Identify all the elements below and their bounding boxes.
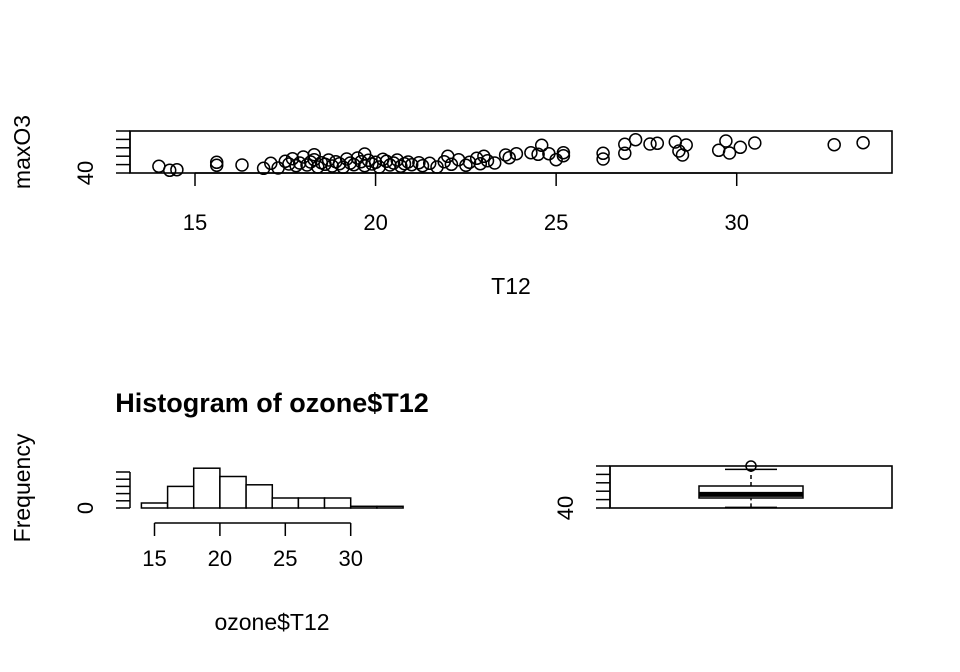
histogram-bar	[192, 467, 221, 509]
scatter-point	[444, 157, 459, 172]
histogram-x-tick-label: 20	[208, 546, 232, 571]
histogram-bar	[219, 475, 247, 509]
histogram-bar	[166, 485, 195, 509]
scatter-point	[643, 137, 657, 151]
scatter-point	[415, 158, 430, 173]
scatter-point	[733, 140, 748, 155]
scatter-x-tick-label: 30	[724, 210, 748, 235]
histogram-bar	[297, 497, 326, 509]
scatter-point	[856, 135, 870, 150]
histogram-bar	[140, 502, 169, 509]
scatter-point	[289, 158, 303, 173]
scatter-point	[162, 163, 177, 178]
scatter-x-axis: 15 20 25 30	[183, 172, 749, 235]
scatter-point	[264, 156, 278, 171]
histogram-bars	[140, 467, 404, 509]
boxplot: 40	[553, 460, 893, 520]
scatter-point	[650, 136, 665, 151]
boxplot-y-axis: 40	[553, 465, 611, 520]
histogram-x-tick-label: 25	[273, 546, 297, 571]
scatter-point	[498, 148, 513, 162]
scatter-point	[386, 156, 401, 170]
scatter-point	[209, 158, 224, 173]
histogram-bar	[376, 505, 404, 509]
scatter-point	[307, 147, 321, 162]
scatter-point	[719, 134, 733, 148]
scatter-y-tick-label: 40	[73, 161, 98, 185]
scatter-point	[235, 158, 249, 172]
scatter-point	[303, 155, 318, 169]
histogram-y-axis-title: Frequency	[9, 433, 35, 542]
scatter-point	[596, 152, 610, 166]
histogram-x-tick-label: 30	[338, 546, 362, 571]
scatter-y-axis-title: maxO3	[9, 115, 35, 189]
scatter-y-axis: 40	[73, 130, 131, 185]
scatter-point	[325, 159, 339, 173]
histogram-y-axis: 0	[73, 471, 131, 514]
scatter-point	[459, 158, 473, 173]
scatter-point	[556, 145, 571, 160]
histogram-x-axis: 15 20 25 30	[142, 522, 363, 571]
scatter-point	[170, 162, 184, 177]
boxplot-outlier	[745, 460, 757, 472]
scatter-point	[256, 161, 271, 176]
scatter-point	[531, 147, 545, 162]
scatter-point	[379, 154, 394, 169]
histogram-x-axis-title: ozone$T12	[214, 609, 329, 635]
scatter-point	[209, 155, 224, 170]
histogram-bar	[349, 505, 378, 509]
scatter-point	[477, 149, 491, 164]
scatter-point	[827, 137, 841, 152]
scatter-plot: 15 20 25 30 40 T12 maxO3	[9, 115, 893, 299]
scatter-points	[152, 132, 870, 178]
histogram-title: Histogram of ozone$T12	[115, 388, 429, 418]
scatter-point	[502, 150, 516, 165]
scatter-point	[748, 136, 762, 150]
histogram-bar	[271, 497, 300, 509]
scatter-x-axis-title: T12	[491, 273, 531, 299]
scatter-point	[404, 157, 419, 172]
histogram: Histogram of ozone$T12 15 20 25 30 0 ozone$…	[9, 388, 429, 635]
scatter-point	[628, 132, 643, 147]
scatter-point	[473, 156, 488, 171]
scatter-point	[596, 146, 610, 161]
scatter-point	[422, 156, 437, 171]
scatter-point	[524, 145, 538, 160]
scatter-point	[509, 146, 524, 161]
scatter-point	[480, 153, 495, 168]
scatter-point	[556, 148, 571, 163]
boxplot-elements	[698, 460, 804, 509]
scatter-x-tick-label: 25	[544, 210, 568, 235]
scatter-point	[412, 155, 426, 170]
scatter-x-tick-label: 20	[363, 210, 387, 235]
scatter-point	[401, 155, 415, 169]
scatter-point	[347, 157, 361, 172]
scatter-point	[534, 138, 549, 153]
scatter-point	[487, 156, 502, 170]
scatter-point	[618, 146, 632, 161]
histogram-y-tick-label: 0	[73, 502, 98, 514]
scatter-x-tick-label: 15	[183, 210, 207, 235]
boxplot-y-tick-label: 40	[553, 496, 578, 520]
scatter-point	[285, 151, 300, 166]
histogram-bar	[245, 484, 274, 509]
histogram-bar	[323, 497, 352, 509]
scatter-point	[679, 138, 693, 152]
scatter-point	[361, 153, 376, 168]
scatter-point	[722, 146, 737, 160]
scatter-point	[332, 156, 347, 171]
scatter-point	[462, 155, 477, 170]
scatter-point	[549, 152, 563, 167]
histogram-x-tick-label: 15	[142, 546, 166, 571]
